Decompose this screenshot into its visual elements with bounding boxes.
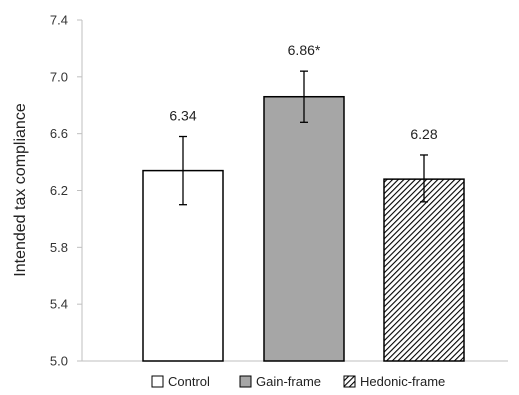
legend-label: Gain-frame	[256, 374, 321, 389]
y-axis-label: Intended tax compliance	[12, 103, 29, 277]
y-tick-label: 7.4	[50, 13, 68, 28]
y-tick-label: 5.4	[50, 297, 68, 312]
data-label: 6.86*	[288, 42, 321, 58]
y-tick-label: 7.0	[50, 69, 68, 84]
legend-swatch	[239, 375, 252, 388]
y-tick-label: 5.0	[50, 354, 68, 369]
bar-hedonic-frame	[383, 178, 465, 362]
legend-label: Hedonic-frame	[360, 374, 445, 389]
legend: Control Gain-frame Hedonic-frame	[151, 374, 445, 389]
bars: 6.34 6.86* 6.28	[142, 42, 465, 362]
bar-gain-frame	[263, 95, 345, 362]
y-tick-label: 6.6	[50, 126, 68, 141]
data-label: 6.34	[169, 108, 196, 124]
legend-swatch	[343, 375, 356, 388]
y-tick-label: 6.2	[50, 183, 68, 198]
legend-label: Control	[168, 374, 210, 389]
y-tick-label: 5.8	[50, 240, 68, 255]
legend-swatch	[151, 375, 164, 388]
data-label: 6.28	[410, 126, 437, 142]
